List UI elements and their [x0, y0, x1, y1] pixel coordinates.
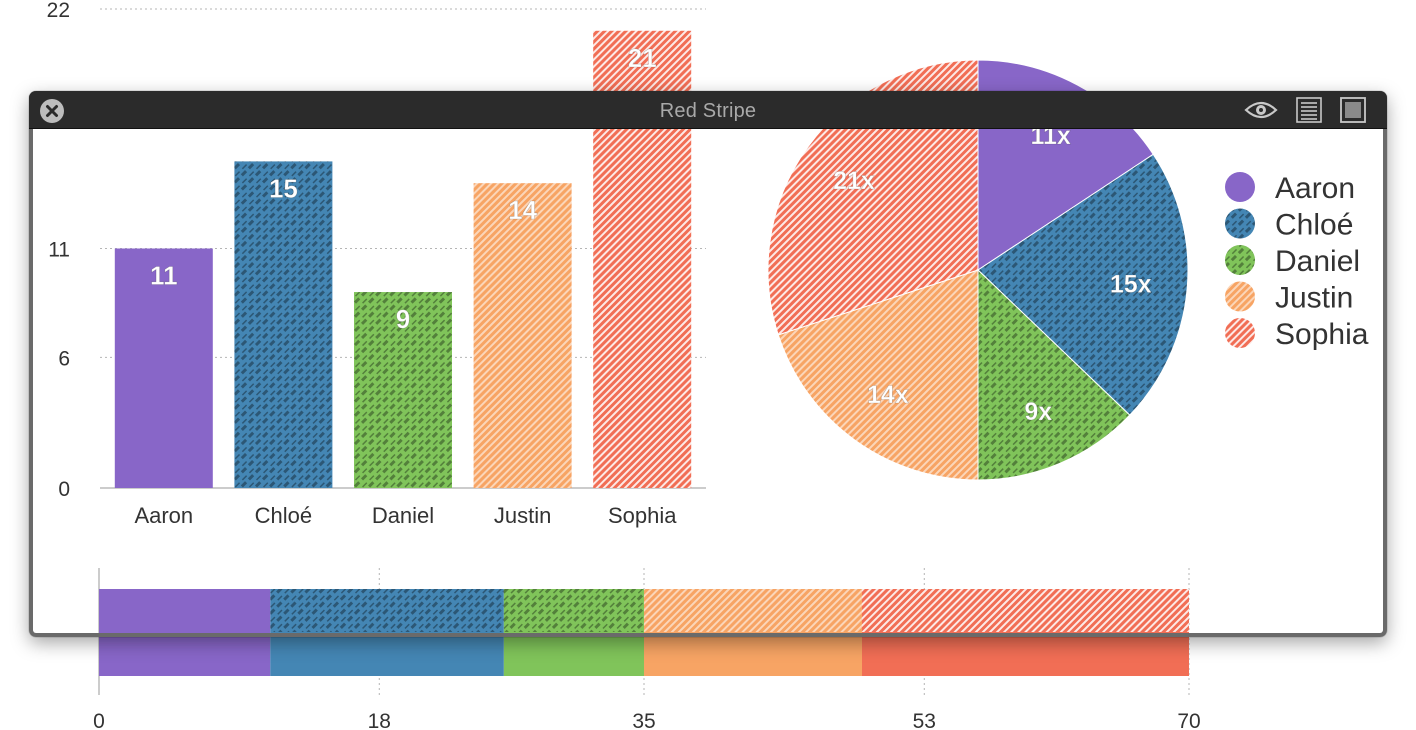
x-tick-label: Justin	[494, 503, 551, 528]
legend-label-aaron[interactable]: Aaron	[1275, 172, 1355, 205]
x-tick-label: 70	[1177, 710, 1200, 730]
bar-chloe[interactable]	[234, 161, 333, 488]
bar-data-label: 21	[628, 43, 657, 73]
y-tick-label: 0	[58, 478, 70, 501]
stack-segment-aaron[interactable]	[99, 589, 271, 632]
pie-slice-justin[interactable]	[777, 269, 979, 481]
y-tick-label: 22	[47, 0, 70, 22]
pie-data-label: 14x	[867, 381, 909, 409]
pie-slice-daniel[interactable]	[977, 268, 1131, 481]
pie-data-label: 9x	[1024, 398, 1052, 426]
close-icon[interactable]	[40, 99, 64, 123]
stack-segment-sophia[interactable]	[862, 589, 1189, 632]
x-tick-label: Chloé	[255, 503, 312, 528]
panel-titlebar[interactable]: Red Stripe	[29, 91, 1387, 129]
x-tick-label: Aaron	[134, 503, 193, 528]
stack-segment-justin[interactable]	[644, 589, 862, 632]
legend-label-justin[interactable]: Justin	[1275, 282, 1353, 315]
stack-segment-chloe-solid[interactable]	[270, 632, 504, 676]
stack-segment-daniel[interactable]	[503, 589, 644, 632]
pie-data-label: 15x	[1110, 271, 1152, 299]
legend-marker-sophia[interactable]	[1225, 318, 1255, 348]
stack-segment-aaron-solid[interactable]	[99, 632, 271, 676]
legend-label-chloe[interactable]: Chloé	[1275, 209, 1353, 242]
panel-title: Red Stripe	[659, 100, 757, 122]
legend-marker-daniel[interactable]	[1225, 245, 1255, 275]
bar-data-label: 11	[150, 261, 178, 291]
legend-marker-chloe[interactable]	[1225, 208, 1255, 239]
x-tick-label: 53	[913, 710, 936, 730]
legend-label-sophia[interactable]: Sophia	[1275, 318, 1369, 351]
bar-aaron[interactable]	[114, 248, 213, 489]
stack-segment-chloe[interactable]	[270, 589, 504, 632]
x-tick-label: 18	[368, 710, 391, 730]
bar-daniel[interactable]	[354, 292, 452, 488]
bar-data-label: 15	[269, 173, 298, 203]
legend-marker-justin[interactable]	[1225, 281, 1255, 312]
pie-slice-chloe[interactable]	[977, 153, 1189, 416]
x-tick-label: 35	[632, 710, 655, 730]
y-tick-label: 6	[58, 347, 70, 370]
x-tick-label: Sophia	[608, 503, 677, 528]
eye-icon[interactable]	[1244, 97, 1278, 123]
stack-segment-daniel-solid[interactable]	[503, 632, 644, 676]
legend-marker-aaron[interactable]	[1225, 172, 1255, 202]
bar-justin[interactable]	[473, 183, 572, 488]
bar-data-label: 14	[508, 195, 537, 225]
x-tick-label: 0	[93, 710, 105, 730]
x-tick-label: Daniel	[372, 503, 434, 528]
stacked-bar-chart: 0 18 35 53 70	[93, 568, 1201, 730]
bar-data-label: 9	[396, 304, 410, 334]
square-icon[interactable]	[1336, 97, 1370, 123]
stack-segment-justin-solid[interactable]	[644, 632, 862, 676]
bar-chart: 0611172211Aaron15Chloé9Daniel14Justin21S…	[47, 0, 706, 528]
stack-segment-sophia-solid[interactable]	[862, 632, 1189, 676]
legend-label-daniel[interactable]: Daniel	[1275, 245, 1360, 278]
list-icon[interactable]	[1292, 97, 1326, 123]
y-tick-label: 11	[48, 239, 70, 262]
pie-data-label: 21x	[833, 167, 875, 195]
